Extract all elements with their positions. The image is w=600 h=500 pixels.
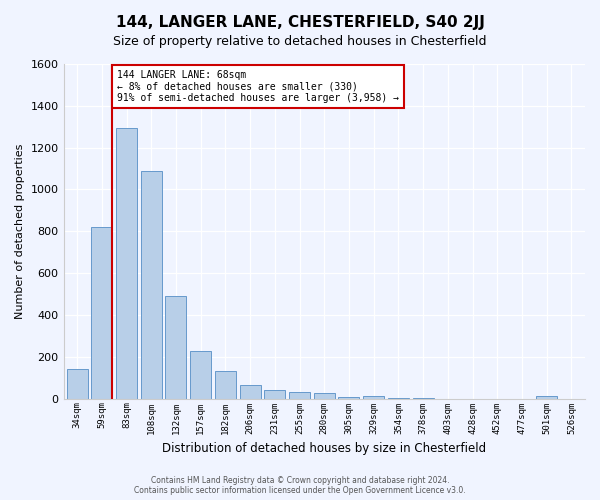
Bar	[338, 396, 359, 398]
Bar	[363, 396, 384, 398]
Text: Contains HM Land Registry data © Crown copyright and database right 2024.
Contai: Contains HM Land Registry data © Crown c…	[134, 476, 466, 495]
Bar	[314, 394, 335, 398]
Text: 144, LANGER LANE, CHESTERFIELD, S40 2JJ: 144, LANGER LANE, CHESTERFIELD, S40 2JJ	[116, 15, 484, 30]
Bar	[265, 390, 286, 398]
Text: Size of property relative to detached houses in Chesterfield: Size of property relative to detached ho…	[113, 35, 487, 48]
X-axis label: Distribution of detached houses by size in Chesterfield: Distribution of detached houses by size …	[162, 442, 487, 455]
Bar	[536, 396, 557, 398]
Bar	[239, 385, 260, 398]
Bar	[190, 350, 211, 399]
Bar	[215, 372, 236, 398]
Bar	[141, 170, 162, 398]
Y-axis label: Number of detached properties: Number of detached properties	[15, 144, 25, 319]
Bar	[166, 296, 187, 398]
Bar	[67, 370, 88, 398]
Bar	[289, 392, 310, 398]
Text: 144 LANGER LANE: 68sqm
← 8% of detached houses are smaller (330)
91% of semi-det: 144 LANGER LANE: 68sqm ← 8% of detached …	[116, 70, 398, 104]
Bar	[116, 128, 137, 398]
Bar	[91, 227, 112, 398]
